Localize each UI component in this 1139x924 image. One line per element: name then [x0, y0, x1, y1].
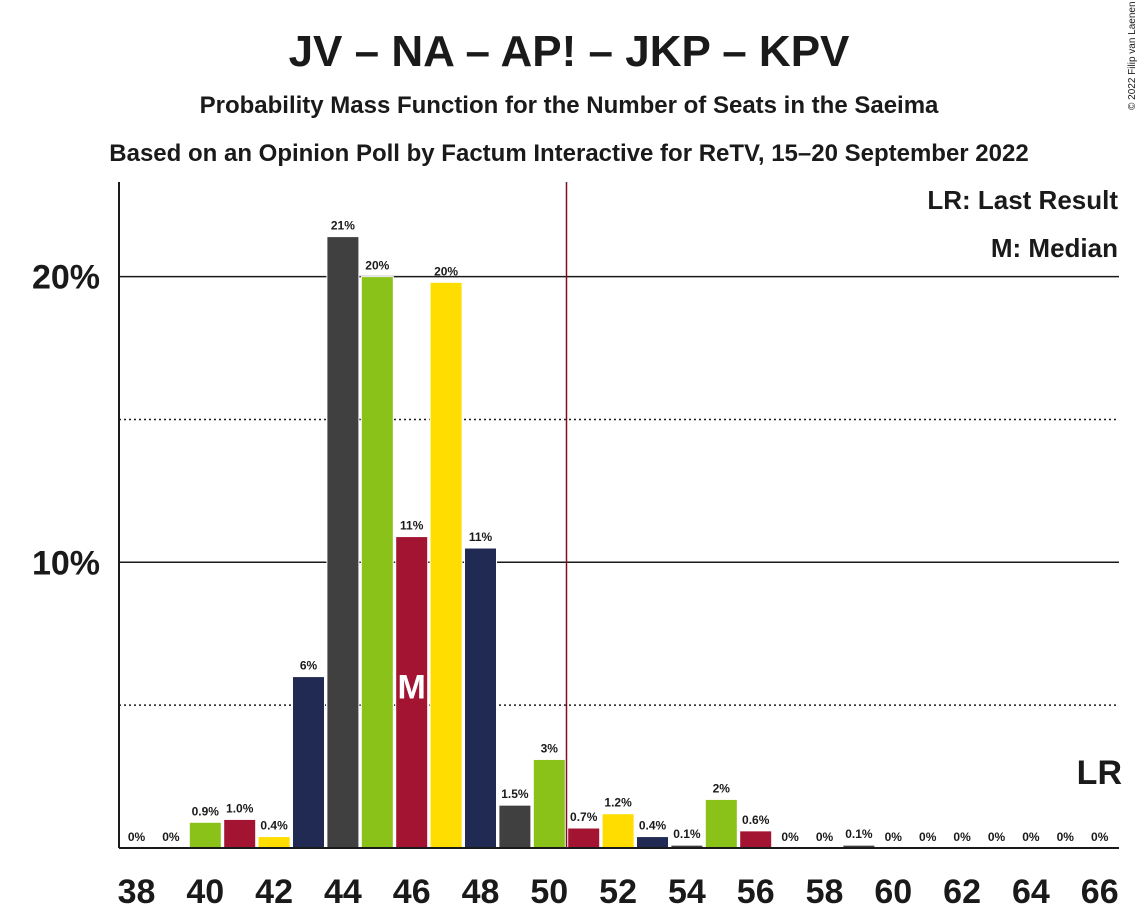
- data-label-48: 11%: [469, 530, 493, 544]
- data-label-43: 6%: [300, 659, 318, 673]
- data-label-51: 0.7%: [570, 810, 598, 824]
- y-tick-labels: 10% 20%: [16, 252, 116, 587]
- bar-41: [223, 818, 257, 849]
- median-marker: M: [398, 669, 426, 707]
- data-label-66: 0%: [1091, 830, 1109, 844]
- bar-56: [739, 830, 773, 849]
- last-result-marker: LR: [1077, 754, 1122, 792]
- data-label-54: 0.1%: [673, 827, 701, 841]
- legend-median: M: Median: [991, 233, 1118, 263]
- data-label-42: 0.4%: [260, 819, 288, 833]
- chart-subtitle-source: Based on an Opinion Poll by Factum Inter…: [109, 140, 1028, 167]
- data-label-44: 21%: [331, 219, 355, 233]
- bar-40: [188, 821, 222, 849]
- bar-46: [395, 536, 429, 849]
- data-label-60: 0%: [885, 830, 903, 844]
- bar-43: [292, 676, 325, 849]
- x-tick-label-54: 54: [668, 873, 706, 911]
- x-tick-label-50: 50: [530, 873, 568, 911]
- axes: [118, 182, 1119, 849]
- data-label-64: 0%: [1022, 830, 1040, 844]
- y-tick-label-20: 20%: [32, 259, 100, 297]
- data-label-38: 0%: [128, 830, 146, 844]
- grid-lines: [119, 275, 1119, 706]
- copyright-notice: © 2022 Filip van Laenen: [1127, 1, 1138, 110]
- x-tick-label-64: 64: [1012, 873, 1050, 911]
- x-tick-label-58: 58: [806, 873, 844, 911]
- data-label-41: 1.0%: [226, 801, 254, 815]
- data-label-45: 20%: [365, 259, 389, 273]
- bar-50: [532, 758, 566, 849]
- bar-52: [601, 813, 635, 849]
- x-tick-label-46: 46: [393, 873, 431, 911]
- chart-title: JV – NA – AP! – JKP – KPV: [289, 27, 850, 76]
- bars: [188, 236, 876, 849]
- data-label-65: 0%: [1057, 830, 1075, 844]
- x-tick-labels: 38 40 42 44 46 48 50 52 54 56 58 60 62 64 66: [118, 873, 1119, 911]
- data-label-52: 1.2%: [604, 796, 632, 810]
- bar-48: [464, 547, 497, 849]
- data-label-62: 0%: [953, 830, 971, 844]
- bar-44: [326, 236, 360, 849]
- data-labels: 0% 0% 0.9% 1.0% 0.4% 6% 21% 20% 11% 20% 11% 1.5% 3% 0…: [128, 219, 1109, 844]
- data-label-40: 0.9%: [192, 804, 220, 818]
- data-label-58: 0%: [816, 830, 834, 844]
- bar-49: [498, 804, 532, 849]
- x-tick-label-48: 48: [462, 873, 500, 911]
- bar-51: [567, 827, 601, 849]
- data-label-49: 1.5%: [501, 787, 529, 801]
- data-label-59: 0.1%: [845, 827, 873, 841]
- x-tick-label-40: 40: [186, 873, 224, 911]
- x-tick-label-52: 52: [599, 873, 637, 911]
- x-tick-label-60: 60: [874, 873, 912, 911]
- x-tick-label-62: 62: [943, 873, 981, 911]
- chart-subtitle: Probability Mass Function for the Number…: [200, 92, 939, 119]
- bar-47: [429, 281, 463, 849]
- data-label-50: 3%: [541, 741, 559, 755]
- x-tick-label-42: 42: [255, 873, 293, 911]
- y-tick-bg-10: [16, 538, 116, 587]
- data-label-56: 0.6%: [742, 813, 770, 827]
- data-label-63: 0%: [988, 830, 1006, 844]
- x-tick-label-44: 44: [324, 873, 362, 911]
- x-tick-label-66: 66: [1081, 873, 1119, 911]
- data-label-53: 0.4%: [639, 819, 667, 833]
- bar-53: [636, 836, 669, 849]
- legend-last-result: LR: Last Result: [927, 185, 1118, 215]
- data-label-39: 0%: [162, 830, 180, 844]
- bar-55: [704, 798, 738, 849]
- x-tick-label-38: 38: [118, 873, 156, 911]
- data-label-47: 20%: [434, 264, 458, 278]
- data-label-55: 2%: [713, 781, 731, 795]
- data-label-46: 11%: [400, 519, 424, 533]
- data-label-61: 0%: [919, 830, 937, 844]
- bar-45: [360, 276, 394, 849]
- y-tick-label-10: 10%: [32, 544, 100, 582]
- data-label-57: 0%: [781, 830, 799, 844]
- y-tick-bg-20: [16, 252, 116, 301]
- x-tick-label-56: 56: [737, 873, 775, 911]
- bar-42: [257, 836, 291, 849]
